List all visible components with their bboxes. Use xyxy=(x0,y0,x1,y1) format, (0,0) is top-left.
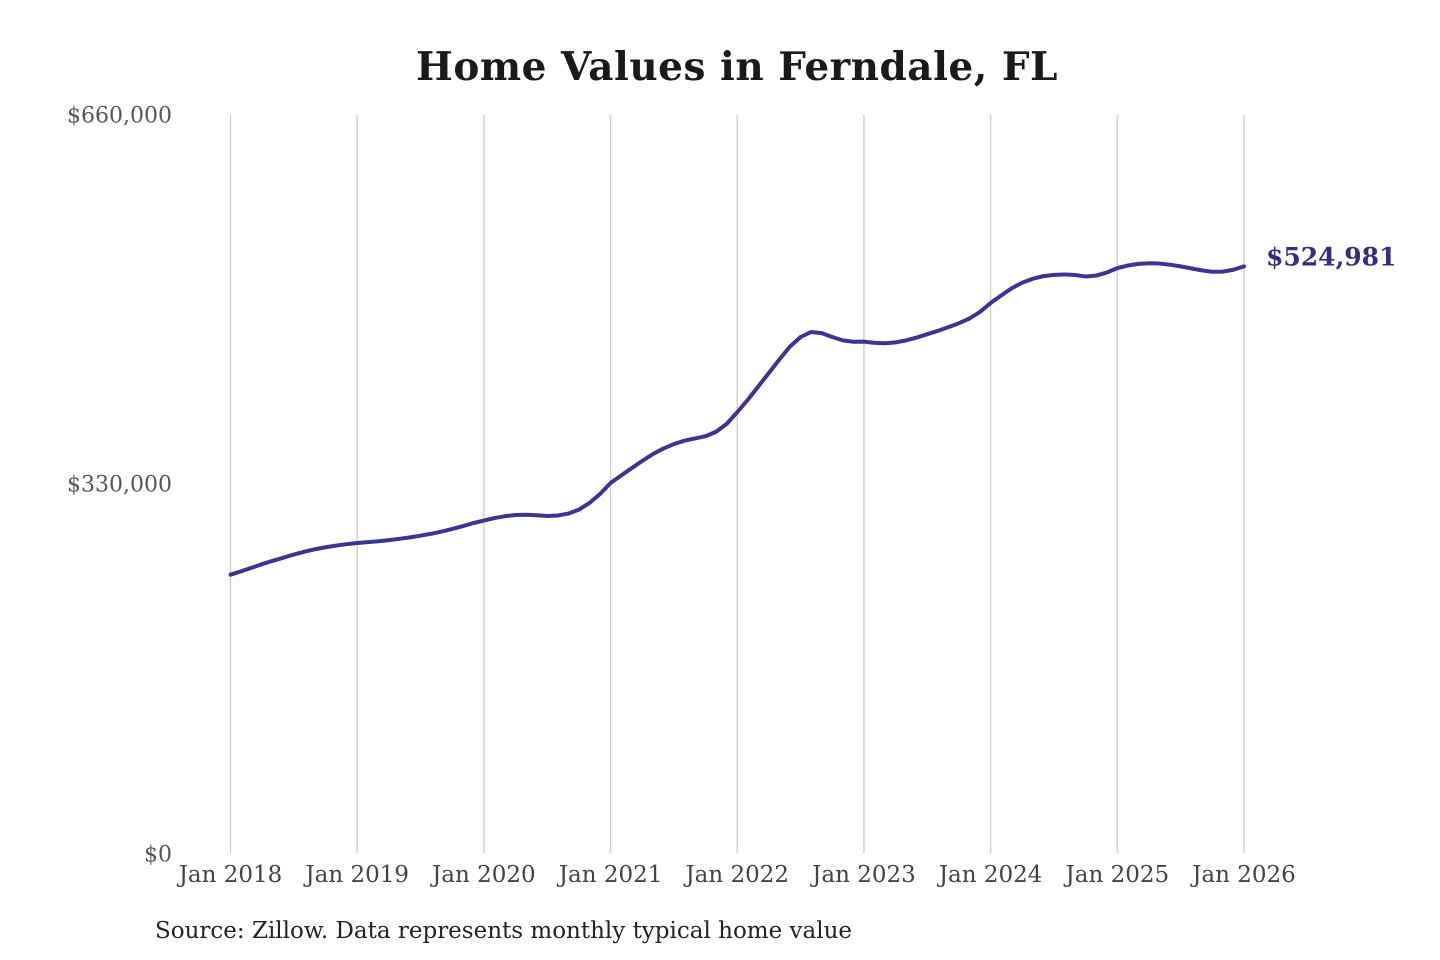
y-axis-tick-label-660000: $660,000 xyxy=(67,103,172,129)
x-axis-tick-label-jan-2019: Jan 2019 xyxy=(305,862,409,888)
x-axis-tick-label-jan-2024: Jan 2024 xyxy=(938,862,1043,888)
x-axis-tick-label-jan-2018: Jan 2018 xyxy=(178,862,283,888)
x-axis-tick-label-jan-2020: Jan 2020 xyxy=(432,862,536,888)
vertical-gridlines xyxy=(229,115,1245,853)
x-axis-tick-label-jan-2022: Jan 2022 xyxy=(685,862,790,888)
x-axis-tick-label-jan-2025: Jan 2025 xyxy=(1065,862,1170,888)
source-note: Source: Zillow. Data represents monthly … xyxy=(155,918,853,944)
y-axis-tick-label-0: $0 xyxy=(144,842,172,868)
chart-title: Home Values in Ferndale, FL xyxy=(416,44,1058,90)
y-axis-tick-label-330000: $330,000 xyxy=(67,472,172,498)
x-axis-tick-label-jan-2023: Jan 2023 xyxy=(812,862,916,888)
latest-value-label: $524,981 xyxy=(1266,242,1397,272)
x-axis-tick-label-jan-2026: Jan 2026 xyxy=(1192,862,1296,888)
home-value-trend-line xyxy=(228,261,1246,577)
x-axis-tick-label-jan-2021: Jan 2021 xyxy=(558,862,663,888)
